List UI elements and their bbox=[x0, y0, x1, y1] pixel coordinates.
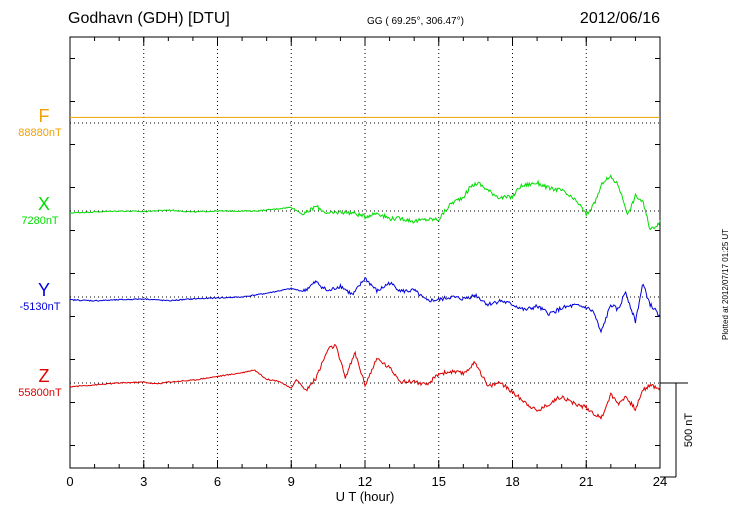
component-baseline-y: -5130nT bbox=[19, 301, 61, 313]
date-label: 2012/06/16 bbox=[579, 10, 660, 27]
x-tick-label: 0 bbox=[66, 474, 73, 489]
x-axis-label: U T (hour) bbox=[336, 489, 395, 504]
component-baseline-x: 7280nT bbox=[21, 215, 59, 227]
component-name-z: Z bbox=[38, 366, 50, 386]
x-tick-label: 3 bbox=[140, 474, 147, 489]
station-title: Godhavn (GDH) [DTU] bbox=[68, 10, 230, 27]
scale-bar-label: 500 nT bbox=[683, 413, 695, 448]
component-baseline-z: 55800nT bbox=[18, 387, 62, 399]
x-tick-label: 9 bbox=[288, 474, 295, 489]
series-z-line bbox=[69, 344, 661, 421]
x-tick-label: 24 bbox=[653, 474, 667, 489]
component-baseline-f: 88880nT bbox=[18, 127, 62, 139]
series-x-line bbox=[69, 173, 661, 231]
component-name-x: X bbox=[37, 194, 50, 214]
x-tick-label: 12 bbox=[358, 474, 372, 489]
plotted-at-note: Plotted at 2012/07/17 01:25 UT bbox=[721, 228, 730, 340]
x-tick-label: 18 bbox=[505, 474, 519, 489]
x-tick-label: 15 bbox=[432, 474, 446, 489]
x-tick-label: 21 bbox=[579, 474, 593, 489]
geo-coordinates: GG ( 69.25°, 306.47°) bbox=[367, 16, 464, 27]
x-tick-label: 6 bbox=[214, 474, 221, 489]
component-name-y: Y bbox=[37, 280, 50, 300]
series-y-line bbox=[69, 276, 661, 334]
component-name-f: F bbox=[38, 106, 50, 126]
